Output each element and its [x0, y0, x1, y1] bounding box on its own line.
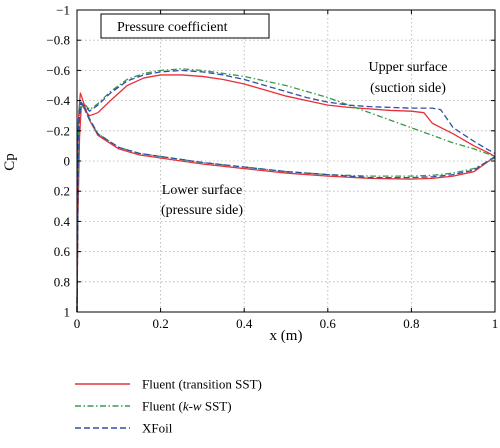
- y-axis-label: Cp: [2, 153, 18, 171]
- y-tick-label: 1: [64, 305, 71, 320]
- x-tick-label: 0.4: [236, 316, 253, 331]
- y-tick-label: 0: [64, 154, 71, 169]
- chart-title: Pressure coefficient: [117, 20, 228, 35]
- grid: [77, 10, 495, 312]
- series-fluent-transition-sst-upper: [76, 74, 496, 313]
- y-tick-label: 0.8: [54, 274, 70, 289]
- y-tick-label: −0.2: [46, 123, 70, 138]
- y-tick-label: −0.6: [46, 63, 70, 78]
- series-xfoil-lower: [76, 101, 496, 313]
- series-fluent-k-w-sst-upper: [76, 68, 496, 313]
- legend: Fluent (transition SST) Fluent (k-w SST) X…: [75, 377, 262, 436]
- y-tick-label: −0.4: [46, 93, 70, 108]
- annotation-upper-surface: Upper surface: [369, 60, 448, 75]
- x-tick-label: 0: [74, 316, 81, 331]
- title-box: [100, 13, 270, 39]
- y-tick-label: −0.8: [46, 33, 70, 48]
- x-tick-label: 0.8: [403, 316, 419, 331]
- y-tick-label: 0.6: [54, 244, 71, 259]
- annotation-pressure-side: (pressure side): [161, 203, 243, 218]
- series-layer: [76, 68, 496, 313]
- y-tick-label: 0.4: [54, 214, 71, 229]
- x-axis-label: x (m): [270, 328, 303, 344]
- ticks: 0 0.2 0.4 0.6 0.8 1 −1 −0.8 −0.6 −0.4 −0.2 0 0.2 0.4 0…: [46, 3, 498, 332]
- annotation-suction-side: (suction side): [370, 81, 446, 96]
- x-tick-label: 0.6: [320, 316, 337, 331]
- series-fluent-transition-sst-lower: [76, 92, 496, 313]
- annotation-lower-surface: Lower surface: [162, 183, 242, 198]
- x-tick-label: 1: [492, 316, 499, 331]
- series-xfoil-upper: [76, 69, 496, 313]
- y-tick-label: 0.2: [54, 184, 70, 199]
- series-fluent-k-w-sst-lower: [76, 101, 496, 313]
- legend-label-0: Fluent (transition SST): [142, 377, 262, 392]
- x-tick-label: 0.2: [152, 316, 168, 331]
- y-tick-label: −1: [56, 3, 70, 18]
- legend-label-1: Fluent (k-w SST): [142, 399, 232, 414]
- legend-label-2: XFoil: [142, 421, 173, 436]
